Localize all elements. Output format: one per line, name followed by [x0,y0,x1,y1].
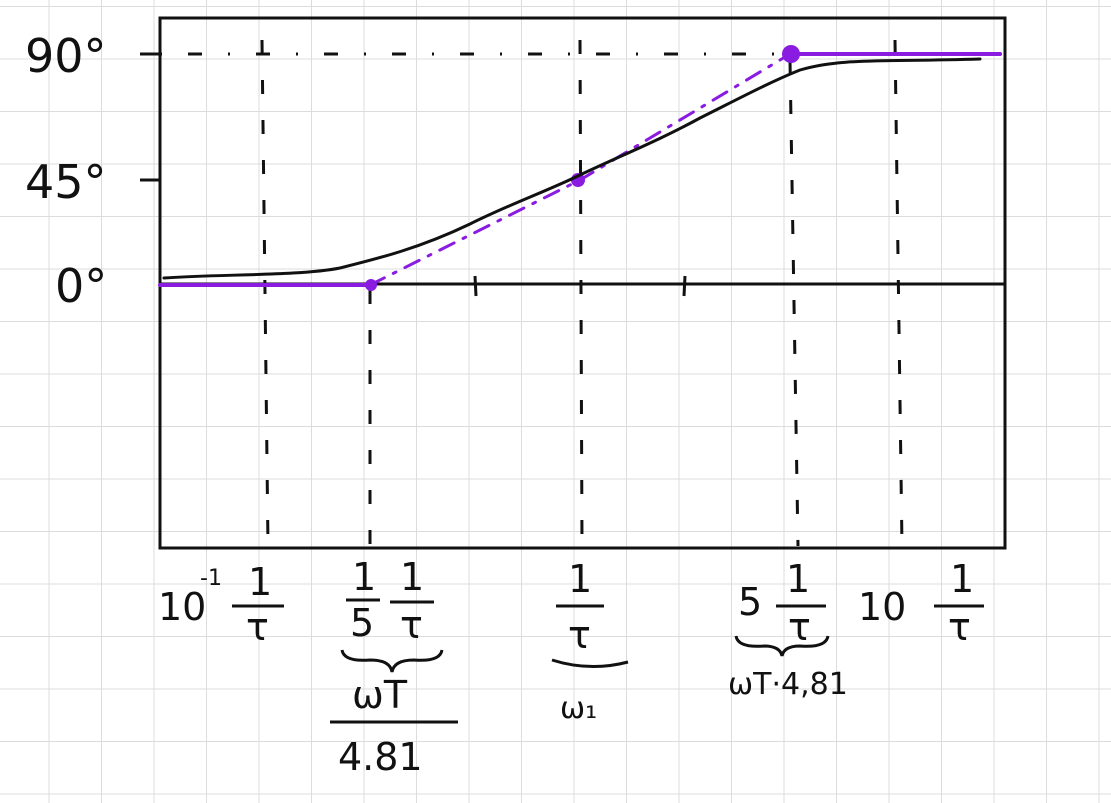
vertical-guide-lines [260,39,904,547]
x-label-ten-prefix: 10 [858,585,906,629]
x-label-ten-numerator: 1 [950,557,974,601]
x-label-ten-denominator: τ [948,605,971,649]
x-label-five-prefix: 5 [738,580,762,624]
x-label-fifth-coef-den: 5 [350,601,374,645]
x-tick [473,275,478,297]
x-label-five: 5 1 τ [734,557,830,657]
x-label-tenth-denominator: τ [246,605,269,649]
y-label-45: 45° [25,155,107,209]
x-label-tenth-prefix: 10 [158,585,206,629]
x-label-five-numerator: 1 [786,557,810,601]
underbrace-right [734,635,830,657]
break-point-low [365,279,377,291]
annotation-left-numerator: ωT [352,673,408,717]
x-label-fifth: 1 5 1 τ [340,555,444,673]
x-label-ten: 10 1 τ [858,557,984,649]
x-label-fifth-denominator: τ [400,603,423,647]
x-label-center-numerator: 1 [568,557,592,601]
asymptote-approximation [158,45,1002,291]
break-point-high [782,45,800,63]
x-label-five-denominator: τ [788,605,811,649]
x-label-fifth-coef-num: 1 [352,555,376,599]
annotation-left-denominator: 4.81 [338,735,423,779]
guide-line-ten [893,39,904,547]
underbrace-left [340,649,444,673]
y-label-90: 90° [25,29,107,83]
phase-curve [162,57,982,280]
guide-line-five [788,59,800,547]
x-label-center-denominator: τ [568,613,591,657]
x-label-fifth-numerator: 1 [400,555,424,599]
annotation-center: ω₁ [560,691,597,726]
guide-line-tenth [260,39,270,547]
x-label-center: 1 τ [551,557,629,669]
y-label-0: 0° [55,259,107,313]
x-tick [682,275,687,297]
underbrace-center [551,658,629,669]
x-label-tenth-numerator: 1 [248,560,272,604]
annotation-right: ωT·4,81 [728,667,848,702]
guide-line-center [578,39,584,547]
x-label-tenth-exponent: -1 [200,566,222,591]
x-label-tenth: 10 -1 1 τ [158,560,284,649]
